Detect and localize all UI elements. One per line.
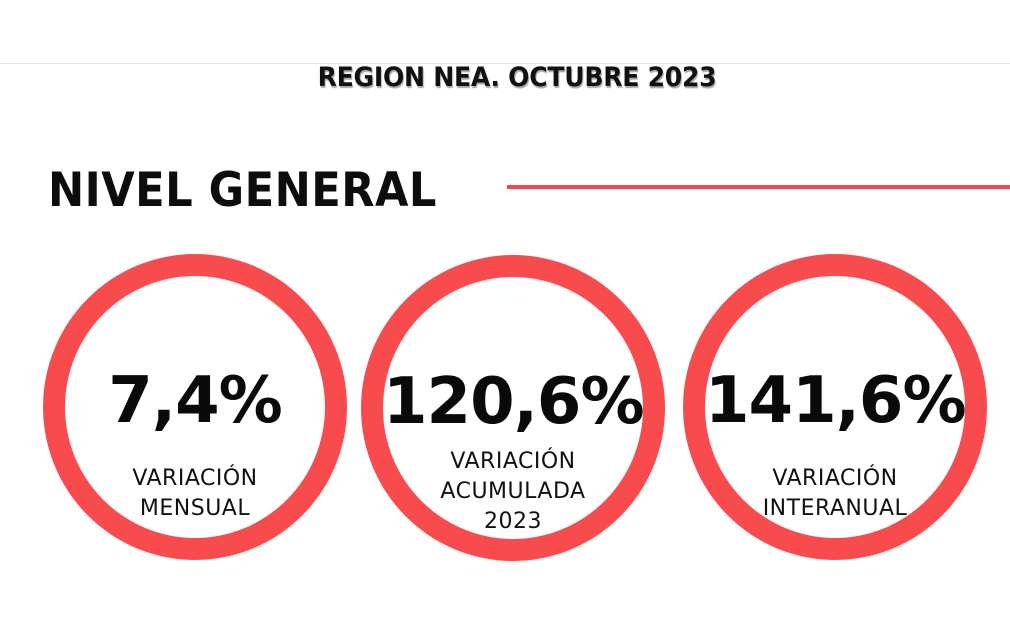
stat-label-line: VARIACIÓN — [450, 449, 576, 474]
section-title: NIVEL GENERAL — [48, 163, 437, 218]
stat-label-accumulated: VARIACIÓN ACUMULADA 2023 — [383, 447, 643, 537]
stat-value-accumulated: 120,6% — [383, 365, 645, 439]
top-divider — [0, 63, 1010, 64]
stat-circle-monthly: 7,4% VARIACIÓN MENSUAL — [43, 254, 347, 560]
stat-label-line: 2023 — [484, 509, 542, 534]
stat-circle-interannual: 141,6% VARIACIÓN INTERANUAL — [683, 254, 987, 560]
stat-label-line: VARIACIÓN — [132, 466, 258, 491]
stat-label-monthly: VARIACIÓN MENSUAL — [65, 464, 325, 524]
stat-label-line: MENSUAL — [139, 496, 251, 521]
region-title: REGION NEA. OCTUBRE 2023 — [317, 62, 717, 93]
stat-value-interannual: 141,6% — [705, 364, 967, 438]
stat-label-line: VARIACIÓN — [772, 466, 898, 491]
section-divider-line — [507, 185, 1010, 189]
stat-label-line: ACUMULADA — [440, 479, 586, 504]
stat-label-interannual: VARIACIÓN INTERANUAL — [705, 464, 965, 524]
stat-value-monthly: 7,4% — [108, 364, 283, 438]
stat-label-line: INTERANUAL — [762, 496, 908, 521]
stat-circle-accumulated: 120,6% VARIACIÓN ACUMULADA 2023 — [361, 255, 665, 561]
